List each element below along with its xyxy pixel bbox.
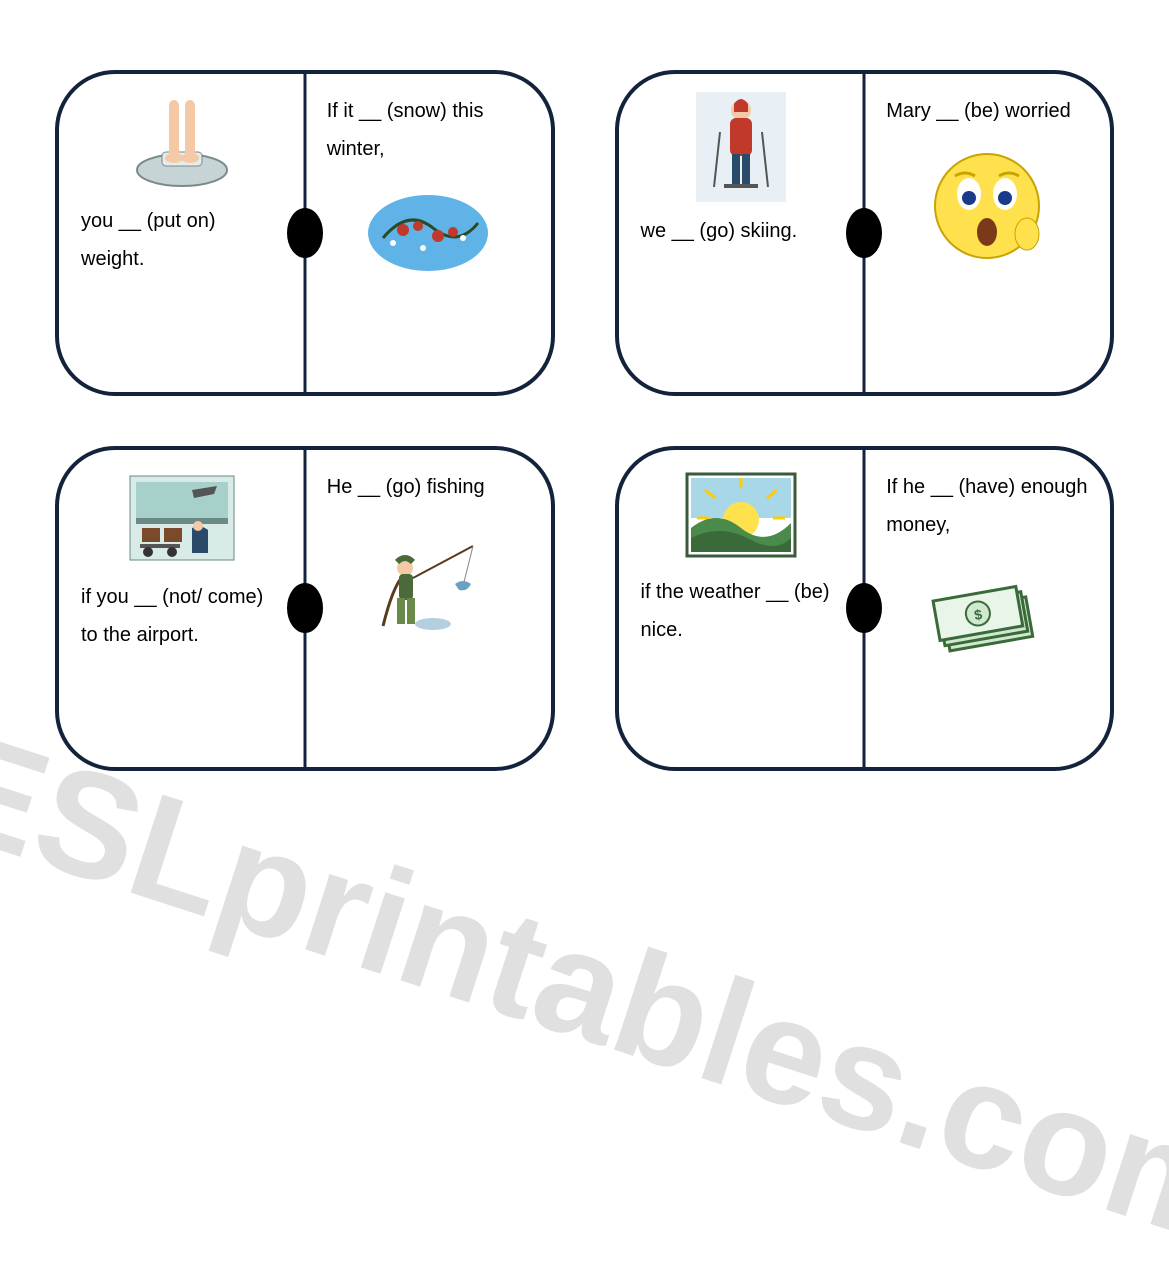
domino-right-text: Mary __ (be) worried: [880, 92, 1077, 130]
snow-branch-icon: [363, 188, 493, 278]
fisherman-icon: [363, 526, 493, 636]
domino-left-half: we __ (go) skiing.: [619, 74, 865, 392]
domino-right-half: If it __ (snow) this winter,: [305, 74, 551, 392]
domino-left-half: you __ (put on) weight.: [59, 74, 305, 392]
domino-pip: [287, 208, 323, 258]
domino-right-half: He __ (go) fishing: [305, 450, 551, 768]
airport-icon: [122, 468, 242, 568]
domino-left-text: if you __ (not/ come) to the airport.: [75, 578, 289, 654]
domino-grid: you __ (put on) weight. If it __ (snow) …: [0, 0, 1169, 821]
domino-left-half: if the weather __ (be) nice.: [619, 450, 865, 768]
domino-pip: [287, 583, 323, 633]
domino-left-text: we __ (go) skiing.: [635, 212, 804, 250]
domino-right-half: If he __ (have) enough money, $: [864, 450, 1110, 768]
domino-right-text: He __ (go) fishing: [321, 468, 491, 506]
domino-left-half: if you __ (not/ come) to the airport.: [59, 450, 305, 768]
domino-card: if you __ (not/ come) to the airport. He…: [55, 446, 555, 772]
money-icon: $: [927, 574, 1047, 664]
domino-left-text: if the weather __ (be) nice.: [635, 573, 849, 649]
domino-right-text: If he __ (have) enough money,: [880, 468, 1094, 544]
domino-right-half: Mary __ (be) worried: [864, 74, 1110, 392]
domino-card: if the weather __ (be) nice. If he __ (h…: [615, 446, 1115, 772]
worried-face-icon: [927, 146, 1047, 266]
domino-pip: [846, 583, 882, 633]
scale-icon: [127, 92, 237, 192]
domino-card: you __ (put on) weight. If it __ (snow) …: [55, 70, 555, 396]
domino-left-text: you __ (put on) weight.: [75, 202, 289, 278]
domino-right-text: If it __ (snow) this winter,: [321, 92, 535, 168]
domino-pip: [846, 208, 882, 258]
sunrise-icon: [681, 468, 801, 563]
domino-card: we __ (go) skiing. Mary __ (be) worried: [615, 70, 1115, 396]
skier-icon: [696, 92, 786, 202]
